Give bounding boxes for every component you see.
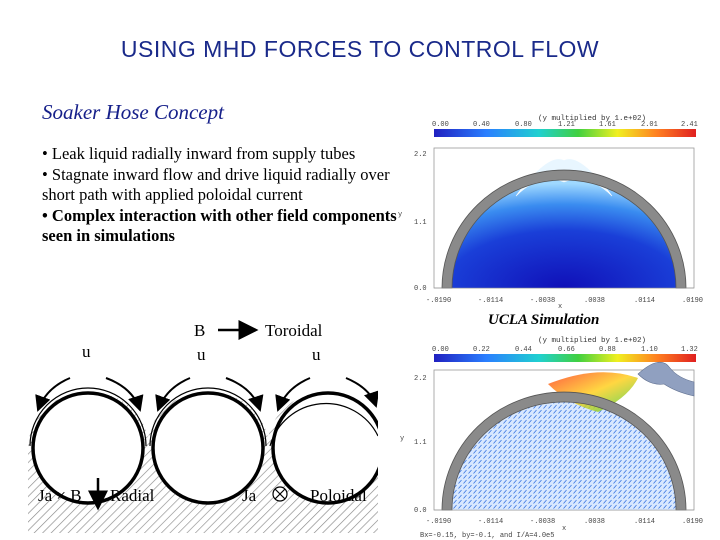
colorbar-tick: 0.22 xyxy=(473,346,490,354)
y-axis-label: y xyxy=(398,211,402,219)
x-tick: .0038 xyxy=(584,297,605,305)
x-tick: .0190 xyxy=(682,297,703,305)
colorbar-tick: 1.32 xyxy=(681,346,698,354)
simulation-parameters: Bx=-0.15, by=-0.1, and I/A=4.0e5 xyxy=(420,532,554,540)
soaker-hose-diagram xyxy=(28,320,378,533)
supply-tube xyxy=(151,391,265,505)
y-tick: 0.0 xyxy=(414,285,427,293)
velocity-hotspot xyxy=(548,372,638,412)
b-label: B xyxy=(194,321,206,340)
colorbar-tick: 1.21 xyxy=(558,121,575,129)
radial-label: Radial xyxy=(110,486,155,505)
bullet-item: • Leak liquid radially inward from suppl… xyxy=(42,144,356,163)
slide-title: USING MHD FORCES TO CONTROL FLOW xyxy=(120,36,600,62)
ja-label: Ja xyxy=(242,486,257,505)
flow-arrow xyxy=(225,377,264,412)
colorbar-tick: 2.01 xyxy=(641,121,658,129)
flow-field-dome xyxy=(450,178,678,288)
jb-label: Ja × B xyxy=(38,486,82,505)
flow-arrow xyxy=(35,377,71,412)
bullet-item: • Stagnate inward flow and drive liquid … xyxy=(42,164,390,205)
flow-arrow xyxy=(105,377,144,412)
supply-tube xyxy=(271,391,378,505)
colorbar-tick: 1.61 xyxy=(599,121,616,129)
liquid-splash xyxy=(637,361,695,397)
y-axis-label: y xyxy=(400,435,404,443)
x-tick: .0114 xyxy=(634,297,655,305)
colorbar-tick: 0.40 xyxy=(473,121,490,129)
bullet-item: • Complex interaction with other field c… xyxy=(42,205,397,246)
x-tick: .0190 xyxy=(682,518,703,526)
x-axis-label: x xyxy=(562,525,566,533)
current-into-page-icon xyxy=(272,486,288,502)
colorbar-tick: 0.80 xyxy=(515,121,532,129)
y-tick: 1.1 xyxy=(414,439,427,447)
x-tick: -.0114 xyxy=(478,518,503,526)
x-tick: -.0190 xyxy=(426,518,451,526)
colorbar xyxy=(434,354,696,362)
colorbar-tick: 0.00 xyxy=(432,121,449,129)
y-tick: 0.0 xyxy=(414,507,427,515)
colorbar-tick: 2.41 xyxy=(681,121,698,129)
x-tick: -.0114 xyxy=(478,297,503,305)
colorbar-tick: 0.44 xyxy=(515,346,532,354)
bullet-list: • Leak liquid radially inward from suppl… xyxy=(42,144,402,247)
slide-subtitle: Soaker Hose Concept xyxy=(42,100,224,124)
u-label: u xyxy=(197,345,206,364)
colorbar-tick: 1.10 xyxy=(641,346,658,354)
flow-arrow xyxy=(275,377,311,412)
colorbar-tick: 0.88 xyxy=(599,346,616,354)
x-tick: -.0038 xyxy=(530,518,555,526)
colorbar-tick: 0.00 xyxy=(432,346,449,354)
u-label: u xyxy=(82,342,91,361)
poloidal-label: Poloidal xyxy=(310,486,367,505)
toroidal-label: Toroidal xyxy=(265,321,323,340)
x-tick: -.0190 xyxy=(426,297,451,305)
x-tick: .0114 xyxy=(634,518,655,526)
flow-arrow xyxy=(345,377,378,408)
y-tick: 2.2 xyxy=(414,375,427,383)
simulation-caption: UCLA Simulation xyxy=(488,312,600,328)
u-label: u xyxy=(312,345,321,364)
colorbar xyxy=(434,129,696,137)
simulation-plot-top: (y multiplied by 1.e+02) 0.00 0.40 0.80 … xyxy=(398,115,703,310)
x-tick: -.0038 xyxy=(530,297,555,305)
y-tick: 2.2 xyxy=(414,151,427,159)
colorbar-title: (y multiplied by 1.e+02) xyxy=(538,337,646,345)
colorbar-title: (y multiplied by 1.e+02) xyxy=(538,115,646,123)
x-axis-label: x xyxy=(558,303,562,310)
simulation-plot-bottom: (y multiplied by 1.e+02) 0.00 0.22 0.44 … xyxy=(400,337,703,540)
flow-arrow xyxy=(155,377,191,412)
colorbar-tick: 0.66 xyxy=(558,346,575,354)
x-tick: .0038 xyxy=(584,518,605,526)
y-tick: 1.1 xyxy=(414,219,427,227)
